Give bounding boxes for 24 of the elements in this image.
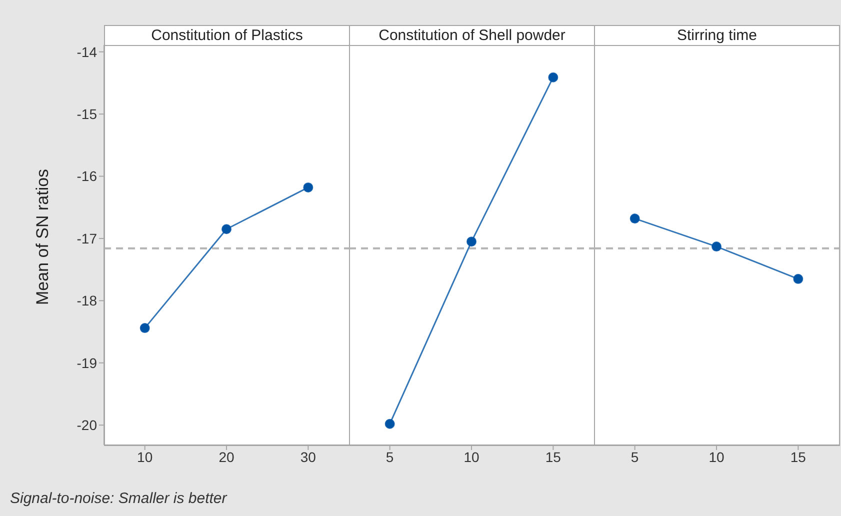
point — [303, 182, 314, 192]
x-tick-label: 20 — [218, 448, 234, 465]
y-tick-label: -18 — [76, 292, 98, 309]
y-tick-label: -16 — [76, 168, 98, 184]
point — [222, 224, 232, 234]
y-tick-label: -20 — [76, 417, 98, 434]
x-tick-label: 15 — [545, 448, 562, 465]
y-tick-label: -17 — [76, 230, 98, 246]
chart-title: Constitution of Plastics — [104, 25, 350, 46]
x-tick-label: 30 — [300, 448, 316, 465]
point — [140, 323, 150, 334]
x-tick-label: 10 — [708, 448, 724, 465]
x-tick-label: 15 — [790, 448, 806, 465]
chart-title: Stirring time — [594, 25, 840, 46]
x-tick-label: 10 — [137, 448, 153, 465]
x-tick-label: 5 — [630, 448, 639, 465]
y-tick-label: -15 — [76, 106, 98, 122]
x-tick-label: 5 — [386, 448, 394, 465]
x-tick-label: 10 — [464, 448, 480, 465]
y-axis-title: Mean of SN ratios — [33, 168, 52, 305]
text: Signal-to-noise: Smaller is better — [10, 490, 227, 507]
y-tick-label: -19 — [76, 354, 98, 371]
y-tick-label: -14 — [76, 44, 98, 60]
chart-title: Constitution of Shell powder — [349, 25, 595, 46]
